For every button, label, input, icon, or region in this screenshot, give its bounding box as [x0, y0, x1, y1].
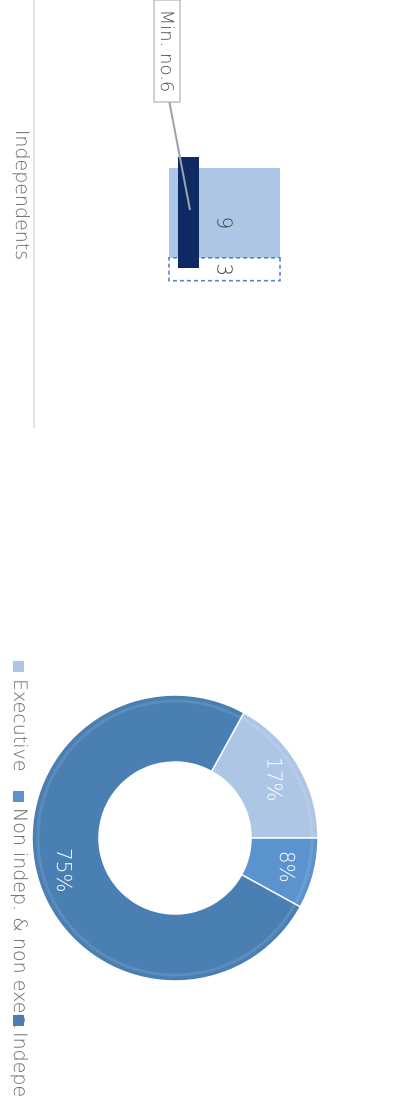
bar-chart: 9 3 Min. no.6 Independents	[11, 0, 281, 428]
bar-independents-3	[168, 256, 281, 282]
category-label-independents: Independents	[11, 130, 33, 260]
bar-value-label-9: 9	[213, 217, 237, 230]
legend-swatch-independent	[13, 1015, 24, 1026]
threshold-callout-line	[168, 99, 191, 211]
donut-value-label: 17%	[262, 757, 286, 801]
donut-segment-independent	[31, 694, 302, 982]
donut-value-label: 8%	[275, 851, 299, 883]
donut-rim	[36, 699, 314, 977]
threshold-callout-label: Min. no.6	[156, 10, 177, 93]
donut-chart: 17% 8% 75%	[31, 694, 319, 982]
donut-legend: Executive Non indep. & non exec. Indepen…	[9, 661, 31, 1098]
legend-label-independent: Independent	[9, 1032, 31, 1098]
legend-swatch-non-indep	[13, 791, 24, 802]
bar-value-label-3: 3	[213, 263, 237, 276]
legend-swatch-executive	[13, 661, 24, 672]
legend-label-non-indep: Non indep. & non exec.	[9, 808, 31, 1030]
minimum-threshold-marker	[178, 157, 199, 268]
legend-label-executive: Executive	[9, 679, 31, 772]
threshold-callout-box	[153, 0, 181, 103]
donut-value-label: 75%	[52, 848, 76, 892]
